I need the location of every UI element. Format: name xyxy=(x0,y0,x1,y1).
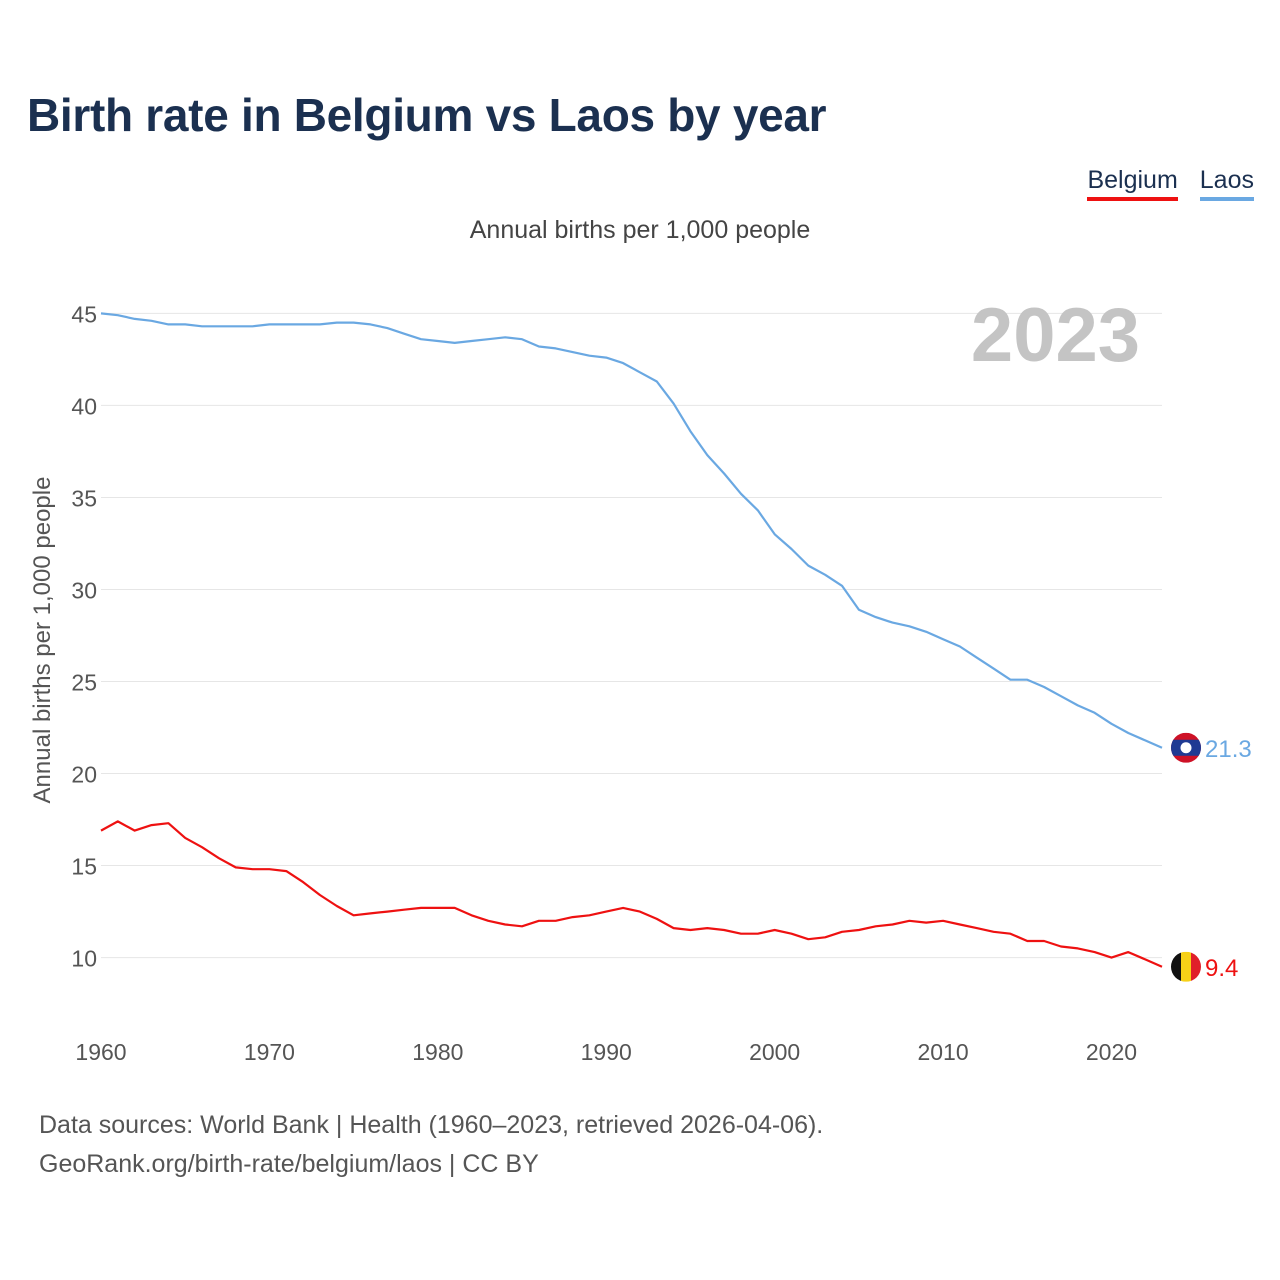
line-chart: 10 15 20 25 30 35 40 45 1960 1970 1980 1990 2000 2010… xyxy=(29,293,1252,1065)
data-source-note: Data sources: World Bank | Health (1960–… xyxy=(39,1111,824,1139)
belgium-flag-icon xyxy=(1171,951,1201,982)
y-tick-label: 25 xyxy=(71,670,97,696)
x-tick-label: 1990 xyxy=(581,1039,632,1065)
y-axis-label: Annual births per 1,000 people xyxy=(29,477,56,804)
series-line-laos xyxy=(100,312,1163,749)
y-tick-label: 35 xyxy=(71,485,97,511)
x-tick-label: 1980 xyxy=(412,1039,463,1065)
x-tick-label: 2020 xyxy=(1086,1039,1137,1065)
y-tick-label: 20 xyxy=(71,762,97,788)
legend-item-laos[interactable]: Laos xyxy=(1199,166,1254,201)
laos-end-value: 21.3 xyxy=(1205,736,1252,763)
series-line-belgium xyxy=(100,820,1163,968)
x-tick-label: 1970 xyxy=(244,1039,295,1065)
y-tick-label: 15 xyxy=(71,854,97,880)
belgium-end-value: 9.4 xyxy=(1205,955,1238,982)
legend-item-belgium[interactable]: Belgium xyxy=(1087,166,1178,201)
year-watermark: 2023 xyxy=(971,293,1140,378)
x-tick-label: 1960 xyxy=(75,1039,126,1065)
chart-subtitle: Annual births per 1,000 people xyxy=(469,216,811,244)
chart-title: Birth rate in Belgium vs Laos by year xyxy=(27,89,827,141)
source-link[interactable]: GeoRank.org/birth-rate/belgium/laos | CC… xyxy=(39,1150,539,1178)
y-tick-label: 10 xyxy=(71,946,97,972)
y-tick-label: 30 xyxy=(71,577,97,603)
laos-flag-icon xyxy=(1171,732,1201,763)
footer: Data sources: World Bank | Health (1960–… xyxy=(39,1106,823,1184)
y-tick-label: 45 xyxy=(71,301,97,327)
y-tick-label: 40 xyxy=(71,393,97,419)
legend: Belgium Laos xyxy=(1087,166,1254,201)
x-tick-label: 2000 xyxy=(749,1039,800,1065)
x-tick-label: 2010 xyxy=(917,1039,968,1065)
